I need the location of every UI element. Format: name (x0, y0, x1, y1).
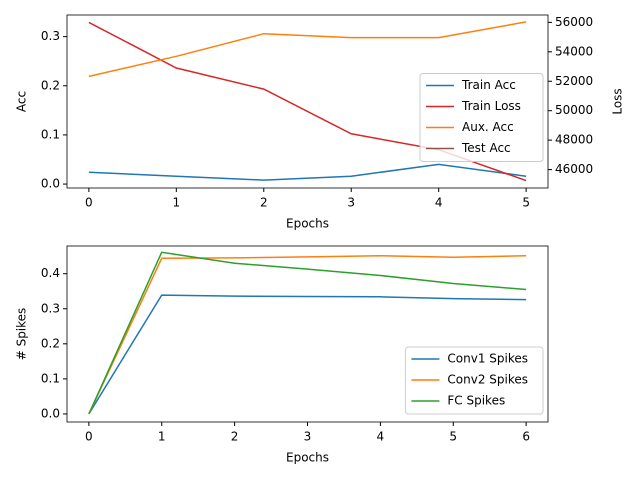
series-line (88, 251, 527, 415)
series-line (88, 21, 527, 78)
y-tick-label: 0.0 (41, 177, 60, 191)
x-tick-label: 1 (172, 196, 180, 210)
y-tick-label: 0.2 (41, 78, 60, 92)
x-tick-label: 6 (522, 430, 530, 444)
legend-label: Train Acc (461, 78, 516, 92)
series-line (88, 255, 527, 415)
legend-label: Conv1 Spikes (447, 352, 528, 366)
x-axis-label: Epochs (286, 451, 329, 465)
y-tick-label: 0.4 (41, 266, 60, 280)
y2-tick-label: 46000 (555, 162, 593, 176)
x-tick-label: 1 (158, 430, 166, 444)
y-axis-label: Acc (15, 91, 29, 112)
legend-box (404, 346, 544, 415)
legend-label: Aux. Acc (462, 120, 514, 134)
series-line (88, 294, 527, 415)
y2-tick-label: 56000 (555, 15, 593, 29)
legend-label: FC Spikes (447, 394, 505, 408)
y-tick-label: 0.3 (41, 29, 60, 43)
x-tick-label: 2 (260, 196, 268, 210)
axes-frame (66, 245, 549, 423)
x-tick-label: 5 (449, 430, 457, 444)
y2-tick-label: 50000 (555, 103, 593, 117)
x-tick-label: 2 (231, 430, 239, 444)
y2-tick-label: 52000 (555, 74, 593, 88)
y2-tick-label: 54000 (555, 44, 593, 58)
x-tick-label: 0 (85, 196, 93, 210)
legend-box (419, 73, 544, 162)
y2-tick-label: 48000 (555, 133, 593, 147)
y-tick-label: 0.0 (41, 406, 60, 420)
x-tick-label: 4 (377, 430, 385, 444)
y2-axis-label: Loss (611, 88, 625, 114)
x-tick-label: 0 (85, 430, 93, 444)
x-tick-label: 3 (304, 430, 312, 444)
axes-frame (66, 14, 549, 189)
legend-label: Train Loss (461, 99, 521, 113)
legend-label: Conv2 Spikes (447, 373, 528, 387)
y-tick-label: 0.3 (41, 301, 60, 315)
y-tick-label: 0.1 (41, 127, 60, 141)
x-tick-label: 5 (522, 196, 530, 210)
x-tick-label: 4 (435, 196, 443, 210)
x-axis-label: Epochs (286, 217, 329, 231)
y-tick-label: 0.1 (41, 371, 60, 385)
y-axis-label: # Spikes (15, 308, 29, 361)
x-tick-label: 3 (347, 196, 355, 210)
series-line (88, 163, 527, 181)
y-tick-label: 0.2 (41, 336, 60, 350)
legend-label: Test Acc (461, 141, 511, 155)
